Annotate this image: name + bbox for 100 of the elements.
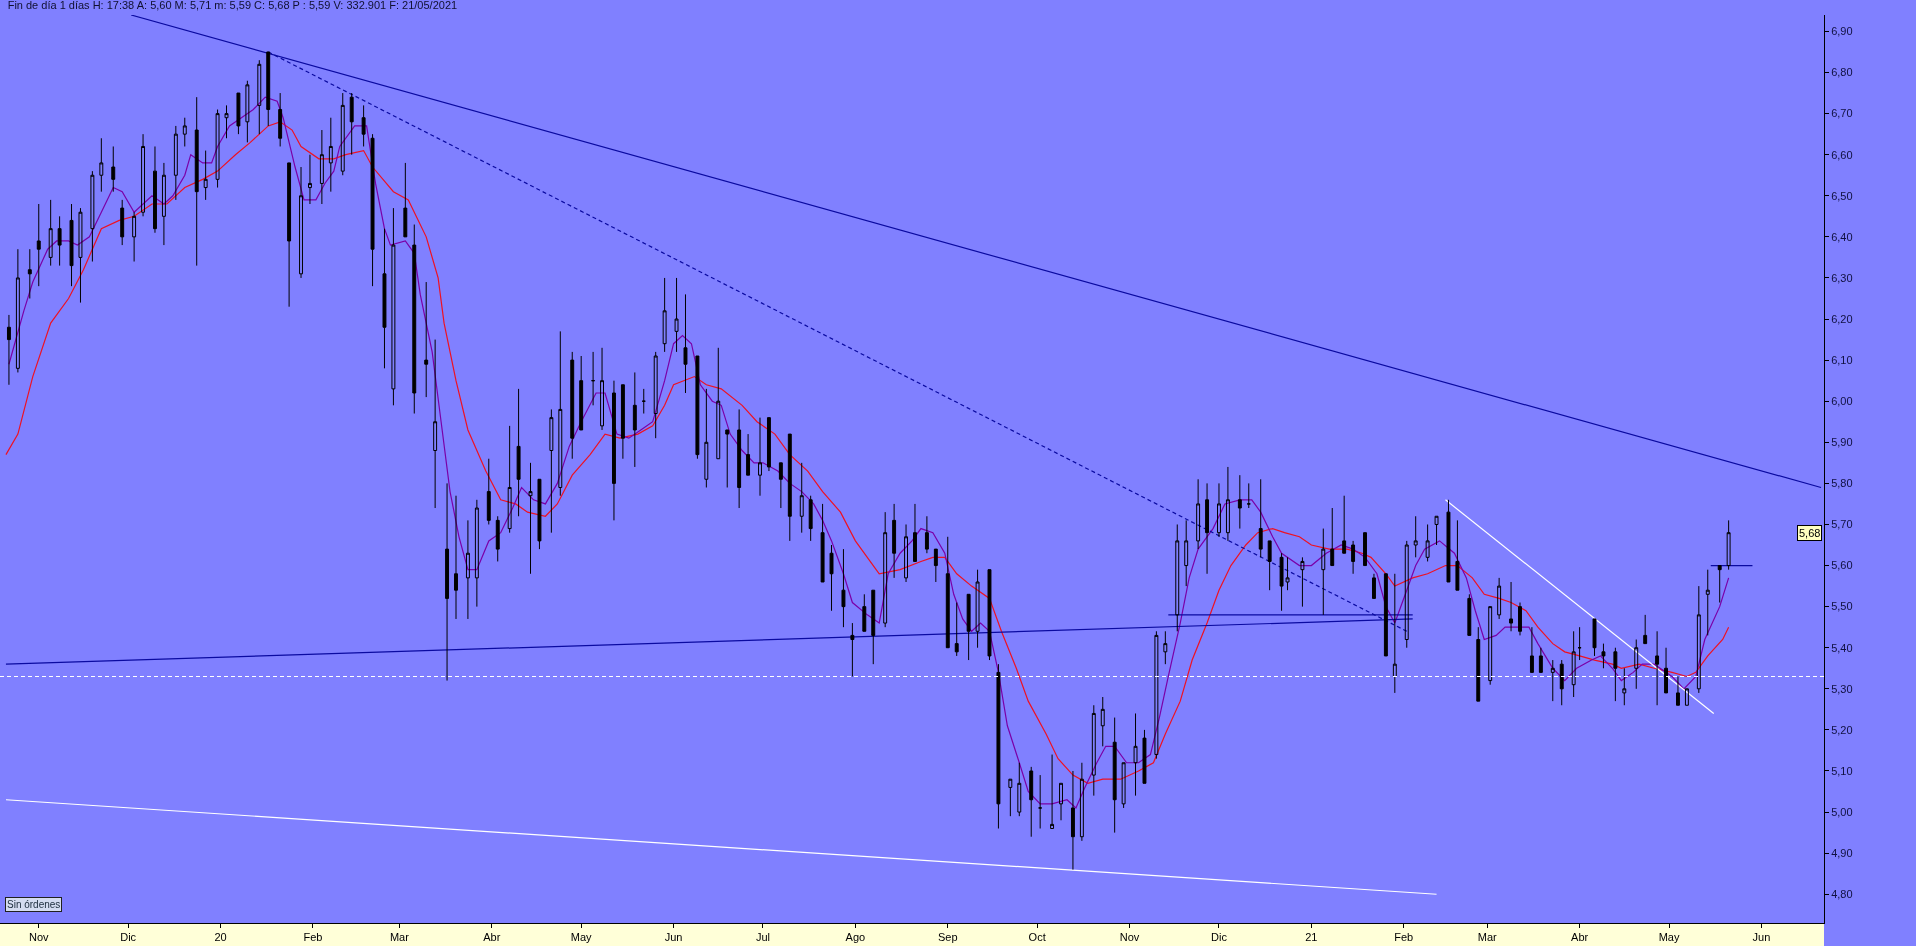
x-tick-label: Jun bbox=[664, 931, 683, 944]
candlestick bbox=[173, 125, 178, 201]
x-tick-label: Nov bbox=[28, 931, 50, 944]
candlestick bbox=[99, 137, 104, 193]
candlestick bbox=[391, 207, 396, 406]
x-tick-label: Feb bbox=[303, 931, 323, 944]
x-tick-label: Mar bbox=[1477, 931, 1498, 944]
x-tick-label: Dic bbox=[1211, 931, 1228, 944]
candlestick bbox=[370, 133, 375, 287]
candlestick bbox=[620, 384, 625, 460]
candlestick bbox=[1237, 474, 1242, 530]
candlestick bbox=[319, 129, 324, 205]
candlestick bbox=[862, 593, 867, 632]
candlestick bbox=[1717, 565, 1722, 604]
y-tick-label: 5,10 bbox=[1831, 764, 1853, 777]
x-tick-label: Nov bbox=[1119, 931, 1140, 944]
candlestick bbox=[111, 145, 116, 193]
candlestick bbox=[1154, 630, 1159, 760]
candlestick bbox=[987, 569, 992, 661]
candlestick bbox=[257, 59, 262, 135]
candlestick bbox=[549, 408, 554, 534]
x-tick-label: Sep bbox=[937, 931, 958, 944]
candlestick bbox=[850, 622, 855, 677]
x-tick-label: May bbox=[570, 931, 593, 944]
candlestick bbox=[445, 482, 450, 682]
candlestick bbox=[704, 388, 709, 488]
candlestick bbox=[1342, 495, 1347, 554]
candlestick bbox=[1425, 523, 1430, 562]
candlestick bbox=[662, 277, 667, 353]
candlestick bbox=[120, 199, 125, 246]
x-tick-label: Oct bbox=[1028, 931, 1046, 944]
candlestick bbox=[465, 519, 470, 620]
candlestick bbox=[1246, 482, 1251, 509]
candlestick bbox=[1017, 762, 1022, 817]
candlestick bbox=[1383, 573, 1388, 657]
candlestick bbox=[132, 211, 137, 263]
candlestick bbox=[1601, 643, 1606, 669]
candlestick bbox=[1488, 606, 1493, 686]
candlestick bbox=[1643, 614, 1648, 645]
candlestick bbox=[1184, 519, 1189, 587]
candlestick bbox=[1330, 507, 1335, 567]
candlestick bbox=[558, 330, 563, 497]
candlestick bbox=[1529, 626, 1534, 673]
candlestick bbox=[161, 162, 166, 246]
y-tick-label: 6,20 bbox=[1831, 312, 1853, 325]
y-tick-label: 5,80 bbox=[1831, 477, 1853, 490]
candlestick bbox=[799, 462, 804, 534]
y-tick-label: 6,60 bbox=[1831, 148, 1853, 161]
candlestick bbox=[787, 433, 792, 542]
candlestick bbox=[1363, 532, 1367, 567]
candlestick bbox=[1142, 729, 1147, 784]
candlestick bbox=[591, 351, 596, 406]
y-tick-label: 4,80 bbox=[1831, 888, 1853, 901]
candlestick bbox=[57, 215, 62, 267]
candlestick bbox=[495, 515, 500, 562]
candlestick bbox=[1175, 523, 1180, 632]
y-tick-label: 5,00 bbox=[1831, 805, 1853, 818]
x-tick-label: Jul bbox=[755, 931, 771, 944]
y-tick-label: 6,70 bbox=[1831, 107, 1853, 120]
candlestick bbox=[454, 495, 458, 620]
candlestick bbox=[883, 511, 888, 628]
candlestick bbox=[1133, 712, 1138, 797]
candlestick bbox=[236, 92, 241, 135]
candlestick bbox=[924, 515, 929, 554]
candlestick bbox=[36, 203, 41, 287]
candlestick bbox=[737, 408, 742, 509]
candlestick bbox=[1392, 573, 1397, 694]
candlestick bbox=[1267, 540, 1272, 591]
candlestick bbox=[349, 92, 354, 156]
candlestick bbox=[1509, 581, 1514, 632]
candlestick bbox=[486, 458, 491, 525]
candlestick bbox=[69, 203, 74, 287]
candlestick bbox=[1559, 659, 1564, 706]
candlestick bbox=[1038, 774, 1043, 829]
y-tick-label: 5,60 bbox=[1831, 559, 1853, 572]
x-tick-label: Feb bbox=[1394, 931, 1414, 944]
candlestick bbox=[1705, 569, 1710, 636]
candlestick bbox=[778, 462, 783, 509]
candlestick bbox=[15, 248, 20, 373]
y-tick-label: 5,70 bbox=[1831, 518, 1853, 531]
candlestick bbox=[1550, 659, 1555, 702]
candlestick bbox=[1112, 717, 1117, 834]
candlestick bbox=[516, 388, 521, 517]
candlestick bbox=[892, 503, 897, 579]
chart-title: Fin de día 1 días H: 17:38 A: 5,60 M: 5,71 m: 5,59 C: 5,68 P : 5,59 V: 332.901 F: 21/05/2021 bbox=[7, 0, 458, 12]
candlestick bbox=[766, 417, 771, 472]
candlestick bbox=[1163, 630, 1168, 665]
candlestick bbox=[1258, 478, 1263, 558]
x-tick-label: Mar bbox=[389, 931, 410, 944]
y-tick-label: 6,00 bbox=[1831, 395, 1853, 408]
candlestick bbox=[27, 248, 32, 299]
candlestick bbox=[1538, 647, 1543, 673]
candlestick bbox=[641, 388, 646, 415]
candlestick bbox=[1467, 593, 1472, 636]
candlestick bbox=[474, 499, 479, 608]
candlestick bbox=[725, 429, 730, 488]
candlestick bbox=[424, 281, 429, 398]
candlestick bbox=[203, 150, 208, 201]
candlestick bbox=[328, 117, 333, 193]
candlestick bbox=[1434, 515, 1439, 546]
